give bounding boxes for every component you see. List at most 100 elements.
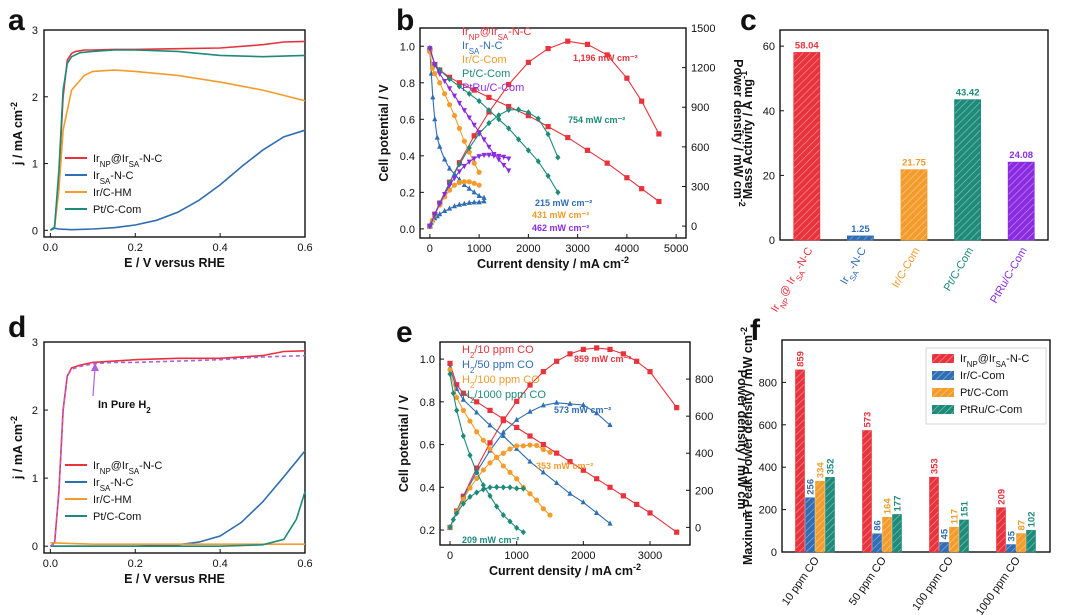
- panel-f-bar-value-label: 256: [806, 479, 817, 495]
- panel-b-y2tick-label: 600: [691, 142, 709, 154]
- panel-e-y2tick-label: 400: [695, 448, 713, 460]
- panel-b-voltage-point: [456, 176, 463, 182]
- panel-e-voltage-point: [647, 510, 653, 516]
- panel-b-power-point: [471, 133, 477, 139]
- panel-e-voltage-point: [547, 512, 553, 518]
- panel-e-y2tick-label: 800: [695, 374, 713, 386]
- panel-b-power-point: [442, 192, 448, 198]
- panel-b-power-point: [501, 154, 507, 160]
- panel-b-xtick-label: 2000: [516, 243, 540, 255]
- chart-panel-d: 0 1 2 3 0.0 0.2 0.4 0.6 E / V versus RHE j / mA c…: [9, 337, 313, 586]
- panel-f-bar: [939, 542, 949, 553]
- panel-b-power-point: [446, 187, 453, 193]
- panel-b-voltage-point: [496, 157, 502, 163]
- panel-d-ytick-label: 3: [32, 337, 38, 349]
- panel-b-power-point: [535, 115, 541, 122]
- panel-c-y-axis-label: Mass Activity / A mg-1: [739, 71, 755, 199]
- panel-b-xtick-label: 3000: [565, 243, 589, 255]
- panel-b-power-point: [427, 224, 433, 230]
- panel-b-peak-power-annotation: 431 mW cm⁻²: [532, 210, 589, 220]
- panel-a-series-line: [49, 69, 306, 231]
- panel-b-voltage-point: [545, 172, 551, 180]
- panel-f-plot-frame: [781, 339, 1051, 553]
- panel-f-legend-swatch: [932, 405, 954, 414]
- panel-e-voltage-point: [487, 446, 493, 452]
- panel-f-bar: [825, 477, 835, 553]
- panel-f-bar-value-label: 177: [893, 496, 904, 512]
- panel-f-y-axis-label: Maxinum Peak Power density / mW cm-2: [739, 327, 755, 565]
- panel-e-voltage-point: [607, 484, 613, 490]
- panel-c-bar-value-label: 24.08: [1009, 150, 1033, 161]
- panel-e-power-point: [634, 358, 640, 364]
- panel-d-legend-label: IrNP@IrSA-N-C: [93, 460, 162, 476]
- panel-b-voltage-point: [446, 102, 453, 108]
- panel-e-voltage-point: [447, 370, 453, 378]
- panel-a-ytick-label: 3: [32, 25, 38, 37]
- panel-b-x-axis-label: Current density / mA cm-2: [477, 255, 629, 271]
- chart-panel-b: 0.0 0.2 0.4 0.6 0.8 1.0 0 300 600 900 1200 1500 0 100…: [377, 23, 747, 271]
- panel-f-bar-value-label: 151: [960, 500, 971, 517]
- panel-e-voltage-point: [674, 529, 680, 535]
- panel-f-bar: [1006, 544, 1016, 553]
- panel-e-power-point: [607, 421, 613, 428]
- panel-a-legend-label: Pt/C-Com: [93, 204, 141, 216]
- panel-a-legend-label: IrNP@IrSA-N-C: [93, 153, 162, 169]
- panel-e-voltage-point: [480, 437, 486, 443]
- panel-a-xtick-label: 0.0: [43, 242, 58, 254]
- panel-b-voltage-point: [639, 186, 645, 192]
- panel-e-power-point: [500, 450, 506, 456]
- panel-b-voltage-point: [456, 125, 463, 132]
- panel-e-voltage-point: [540, 441, 546, 448]
- panel-e-power-line: [449, 444, 551, 528]
- panel-b-power-point: [461, 179, 467, 185]
- panel-e-voltage-point: [447, 367, 453, 373]
- panel-b-ytick-label: 1.0: [400, 41, 415, 53]
- panel-e-y-axis-label: Cell potential / V: [397, 394, 411, 492]
- panel-b-voltage-point: [476, 97, 482, 105]
- panel-e-power-point: [514, 398, 520, 404]
- panel-d-legend-label: Ir/C-HM: [93, 494, 132, 506]
- panel-e-voltage-point: [567, 490, 573, 496]
- panel-label-c: c: [740, 4, 757, 37]
- panel-b-power-point: [515, 106, 522, 113]
- panel-f-bar: [815, 480, 825, 553]
- panel-b-power-point: [456, 201, 463, 207]
- panel-b-power-point: [471, 156, 477, 162]
- chart-panel-c: 0 20 40 60 Mass Activity / A mg-1 58.04 IrNP@ …: [739, 29, 1049, 314]
- panel-e-voltage-point: [460, 432, 466, 440]
- panel-b-power-point: [476, 182, 482, 188]
- panel-b-y2tick-label: 300: [691, 181, 709, 193]
- panel-b-power-point: [525, 109, 531, 116]
- panel-b-power-point: [446, 183, 453, 189]
- panel-e-power-point: [480, 486, 486, 493]
- panel-b-power-point: [506, 156, 512, 162]
- panel-e-voltage-point: [454, 385, 460, 392]
- panel-e-peak-power-annotation: 573 mW cm⁻²: [554, 405, 611, 415]
- panel-a-plot-frame: [43, 29, 306, 238]
- panel-f-legend-label: Ir/C-Com: [960, 370, 1005, 382]
- panel-b-voltage-point: [437, 71, 443, 77]
- panel-b-voltage-point: [437, 143, 443, 149]
- panel-c-category-label: PtRu/C-Com: [988, 246, 1030, 306]
- panel-e-peak-power-annotation: 353 mW cm⁻²: [536, 461, 593, 471]
- panel-d-annotation: In Pure H2: [98, 399, 151, 415]
- panel-label-b: b: [396, 4, 414, 37]
- panel-e-voltage-point: [580, 499, 586, 505]
- panel-e-xtick-label: 0: [447, 550, 453, 562]
- panel-b-voltage-point: [486, 107, 492, 114]
- panel-f-bar: [882, 516, 892, 553]
- panel-b-voltage-point: [456, 80, 463, 86]
- panel-e-power-point: [480, 467, 486, 473]
- panel-e-ytick-label: 0.4: [420, 482, 435, 494]
- panel-e-voltage-point: [594, 509, 600, 515]
- panel-e-x-axis-label: Current density / mA cm-2: [489, 562, 641, 578]
- panel-c-ytick-label: 0: [769, 235, 775, 247]
- panel-a-xtick-label: 0.2: [128, 242, 143, 254]
- panel-b-voltage-point: [466, 185, 472, 191]
- panel-f-ytick-label: 200: [759, 505, 777, 517]
- panel-c-ytick-label: 20: [763, 170, 775, 182]
- panel-e-voltage-line: [449, 367, 611, 525]
- panel-a-series-line: [49, 40, 306, 231]
- panel-b-power-point: [624, 75, 630, 81]
- panel-e-voltage-point: [540, 469, 546, 475]
